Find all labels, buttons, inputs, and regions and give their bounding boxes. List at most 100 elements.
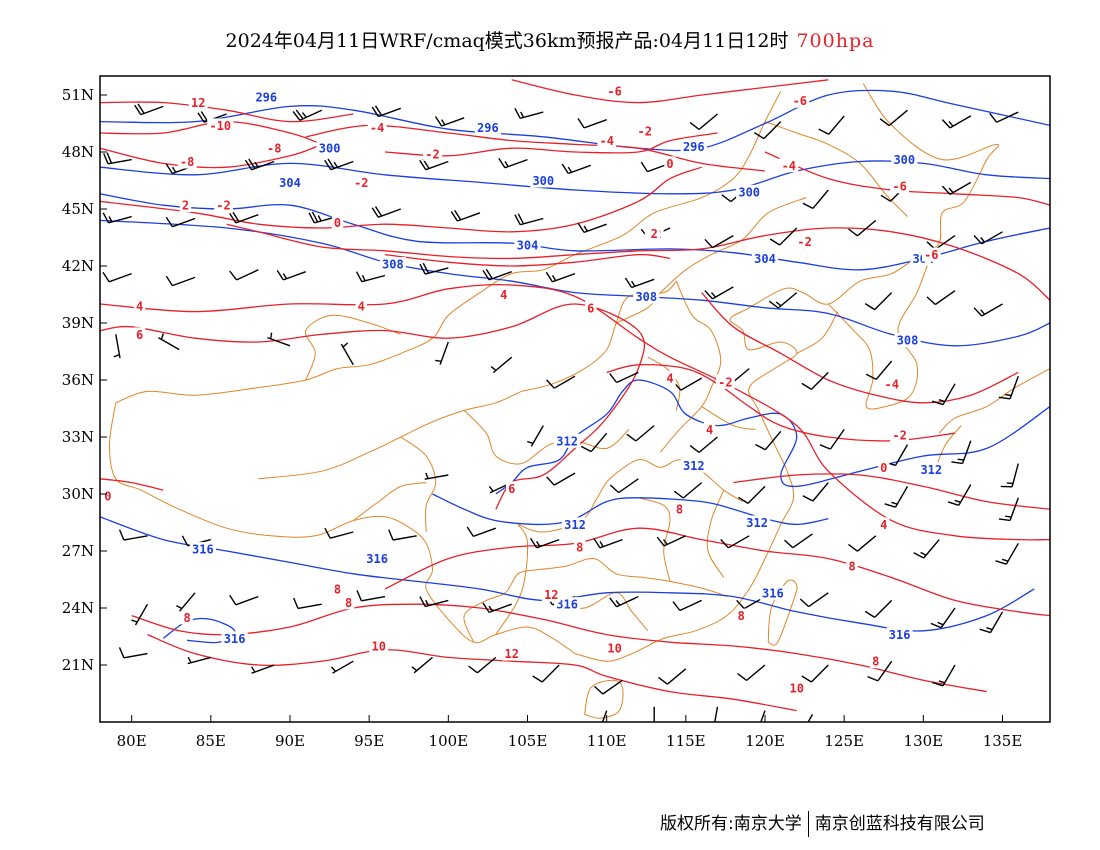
x-tick-label: 125E — [824, 732, 864, 750]
temperature-contour-label-bg — [502, 646, 522, 661]
wind-barb — [768, 292, 798, 309]
temperature-contour-label: 8 — [676, 503, 683, 517]
temperature-contour-label: -8 — [180, 155, 194, 169]
temperature-contour-label-bg — [541, 587, 561, 602]
wind-barb — [434, 116, 465, 127]
temperature-contour-line — [100, 303, 646, 510]
wind-barb — [176, 592, 196, 612]
x-tick-label: 100E — [429, 732, 469, 750]
temperature-contour-label: 6 — [136, 328, 143, 342]
wind-barb — [482, 268, 512, 281]
temperature-contour-label: -4 — [599, 134, 613, 148]
wind-barb — [482, 602, 512, 614]
temperature-contour-line — [384, 253, 671, 267]
height-contour-line — [100, 193, 1050, 271]
wind-barb — [371, 105, 402, 118]
temperature-contour-label: 4 — [880, 518, 887, 532]
boundary-line — [767, 579, 798, 646]
temperature-contour-label: 10 — [371, 640, 385, 654]
boundary-line — [400, 436, 437, 533]
temperature-contour-line — [147, 633, 797, 712]
height-contour-label-bg — [316, 141, 343, 156]
wind-barb — [158, 333, 180, 351]
temperature-contour-label: 2 — [651, 227, 658, 241]
temperature-contour-label-bg — [342, 595, 355, 610]
boundary-line — [796, 311, 839, 354]
height-contour-label: 296 — [255, 90, 277, 104]
height-contour-label: 316 — [224, 632, 246, 646]
height-contour-label: 308 — [635, 290, 657, 304]
wind-barb — [102, 212, 132, 224]
boundary-line — [638, 497, 671, 582]
temperature-contour-label: 0 — [880, 461, 887, 475]
temperature-contour-line — [701, 292, 1019, 404]
wind-barb — [951, 440, 972, 465]
wind-barb — [704, 286, 734, 300]
height-contour-label: 304 — [517, 239, 539, 253]
x-tick-label: 130E — [904, 732, 944, 750]
wind-barb — [577, 118, 607, 129]
height-contour-label: 308 — [382, 258, 404, 272]
wind-barb — [356, 590, 386, 602]
contour-labels-layer: 2962962963003003003003043043043043083083… — [102, 84, 945, 695]
temperature-contour-label: 6 — [508, 482, 515, 496]
wind-barb — [577, 222, 607, 234]
height-contour-label: 296 — [477, 121, 499, 135]
wind-barb — [229, 594, 259, 606]
temperature-contour-label: 10 — [607, 641, 621, 655]
height-contour-label-bg — [221, 631, 248, 646]
temperature-contour-label-bg — [703, 422, 716, 437]
axes-layer: 80E 85E 90E 95E 100E 105E 110E 115E 120E 125E 130E… — [62, 86, 1023, 750]
boundary-line — [258, 390, 522, 480]
temperature-contour-label: -6 — [793, 94, 807, 108]
wind-barb — [947, 484, 972, 506]
wind-barb — [864, 599, 893, 618]
temperature-contour-label: 4 — [666, 372, 673, 386]
wind-barb — [580, 432, 608, 453]
y-tick-label: 21N — [62, 656, 94, 674]
temperature-contour-label-bg — [214, 198, 233, 213]
wind-barb — [672, 599, 702, 612]
temperature-contour-label: 4 — [500, 288, 507, 302]
wind-barb — [867, 660, 893, 682]
height-contour-line — [100, 219, 1050, 347]
wind-barb — [807, 714, 814, 722]
wind-barb — [103, 152, 132, 165]
wind-barb — [561, 163, 592, 175]
temperature-contour-label: -2 — [637, 125, 651, 139]
wind-barb — [818, 115, 845, 135]
wind-barb — [913, 539, 940, 559]
wind-barb — [267, 332, 291, 347]
temperature-contour-label: 2 — [182, 199, 189, 213]
height-contour-label: 304 — [279, 176, 301, 190]
temperature-contour-line — [733, 473, 1050, 510]
wind-barb — [529, 537, 560, 549]
temperature-contour-label: -10 — [209, 119, 231, 133]
plot-background — [100, 76, 1050, 722]
temperature-contour-label: -2 — [718, 375, 732, 389]
temperature-contour-label: -8 — [267, 142, 281, 156]
wind-barb — [941, 115, 972, 129]
x-tick-label: 85E — [196, 732, 226, 750]
wind-barb — [244, 158, 275, 171]
boundary-line — [463, 410, 630, 465]
temperature-contour-line — [764, 151, 1050, 206]
temperature-contour-label-bg — [179, 198, 192, 213]
wind-barb — [292, 109, 322, 121]
wind-barb — [926, 290, 956, 306]
x-tick-label: 80E — [117, 732, 147, 750]
x-tick-label: 90E — [275, 732, 305, 750]
temperature-contour-label: -6 — [924, 248, 938, 262]
wind-barb — [865, 360, 893, 381]
title-level: 700hpa — [796, 30, 875, 52]
height-contour-label: 312 — [683, 459, 705, 473]
temperature-contour-label-bg — [890, 428, 909, 443]
wind-barb — [340, 342, 354, 366]
height-contour-label: 300 — [738, 185, 760, 199]
height-contour-label-bg — [364, 551, 391, 566]
wind-barb — [450, 209, 481, 222]
height-contour-label-bg — [744, 515, 771, 530]
height-contour-label: 316 — [366, 552, 388, 566]
temperature-contour-label-bg — [355, 298, 367, 313]
boundary-line — [108, 402, 576, 655]
